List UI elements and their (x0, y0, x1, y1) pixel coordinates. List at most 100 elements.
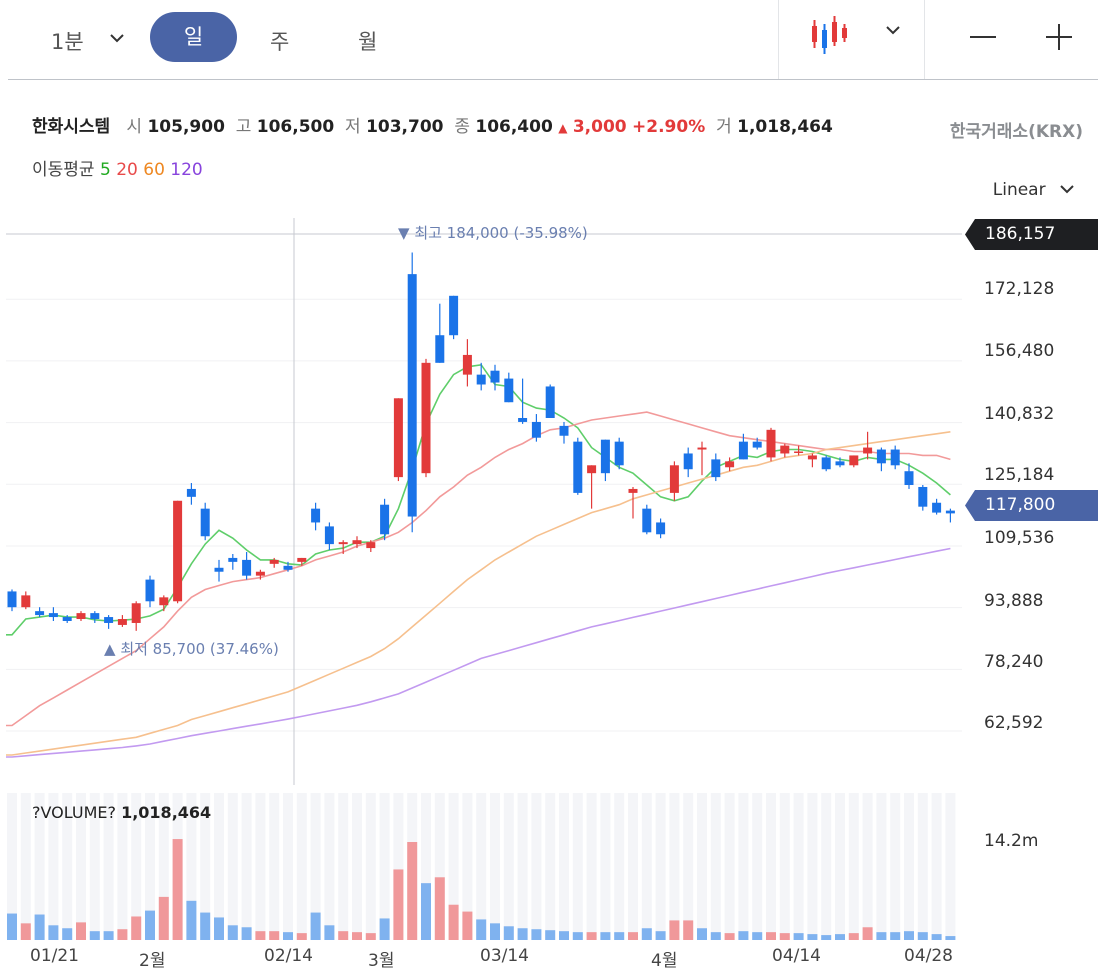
zoom-out-icon[interactable] (968, 22, 998, 52)
scale-select[interactable]: Linear (993, 180, 1075, 200)
volume-bg-column (20, 793, 31, 940)
volume-bg-column (503, 793, 514, 940)
date-tick: 01/21 (30, 946, 79, 966)
candle-body (48, 613, 58, 618)
tab-week[interactable]: 주 (270, 26, 289, 56)
stock-quote-line: 한화시스템 시 105,900 고 106,500 저 103,700 종 10… (32, 112, 833, 137)
volume-chart[interactable] (0, 793, 1105, 940)
candle-body (117, 619, 127, 625)
tab-month[interactable]: 월 (358, 26, 377, 56)
candle (186, 483, 196, 505)
volume-bg-column (490, 793, 500, 940)
volume-bg-column (669, 793, 680, 940)
close-value: 106,400 (475, 117, 553, 137)
candle-body (518, 417, 528, 422)
volume-bar (600, 932, 611, 940)
date-tick: 2월 (139, 951, 166, 971)
candle-body (449, 295, 459, 336)
candle-body (863, 447, 873, 454)
moving-average-legend[interactable]: 이동평균 5 20 60 120 (32, 155, 203, 180)
volume-bg-column (158, 793, 169, 940)
candle-body (131, 603, 141, 623)
candle (932, 498, 942, 515)
volume-bar (227, 925, 238, 940)
volume-bar (945, 936, 956, 940)
candle (918, 485, 928, 511)
candle (90, 611, 100, 623)
volume-bg-column (200, 793, 211, 940)
volume-value: 1,018,464 (737, 117, 833, 137)
low-label: 저 (345, 117, 361, 137)
interval-select[interactable]: 1분 (51, 26, 84, 56)
candlestick-icon[interactable] (808, 14, 852, 56)
volume-bg-column (145, 793, 155, 940)
candle-body (656, 522, 666, 535)
crosshair-price-value: 186,157 (985, 224, 1056, 244)
volume-bg-column (214, 793, 224, 940)
candle-body (545, 386, 555, 418)
volume-bar (255, 931, 266, 940)
volume-bg-column (945, 793, 956, 940)
volume-bg-column (448, 793, 459, 940)
candle-body (600, 439, 610, 474)
volume-bar (131, 916, 142, 940)
candle-body (531, 421, 541, 438)
chart-type-chevron-icon[interactable] (885, 24, 901, 36)
volume-bg-column (62, 793, 73, 940)
candle-body (780, 445, 790, 454)
volume-bg-column (365, 793, 376, 940)
candle (725, 457, 735, 472)
volume-bar (269, 931, 280, 940)
volume-bg-column (559, 793, 569, 940)
volume-bar (628, 932, 638, 940)
candle (380, 498, 390, 541)
candle (821, 455, 831, 472)
volume-bg-column (545, 793, 556, 940)
candle-body (642, 508, 652, 533)
tab-day[interactable]: 일 (150, 12, 237, 62)
crosshair-price-tag: 186,157 (965, 219, 1098, 250)
candle-body (311, 508, 321, 523)
candle-body (752, 441, 762, 448)
volume-bar (241, 927, 252, 940)
candle-body (297, 557, 307, 562)
volume-bar (145, 910, 155, 940)
chart-toolbar: 1분 일 주 월 (8, 0, 1098, 80)
volume-bg-column (641, 793, 652, 940)
chevron-down-icon[interactable] (109, 32, 125, 44)
volume-bar (669, 920, 680, 940)
volume-bg-column (917, 793, 928, 940)
volume-bar (572, 932, 583, 940)
ma-5: 5 (99, 160, 111, 180)
volume-bar (365, 933, 376, 940)
volume-bar (89, 931, 100, 940)
current-price-value: 117,800 (985, 495, 1056, 515)
volume-bar (48, 925, 59, 940)
price-chart[interactable]: ▼ 최고 184,000 (-35.98%) ▲ 최저 85,700 (37.4… (0, 210, 1105, 785)
volume-bg-column (931, 793, 942, 940)
candle (669, 461, 679, 501)
candle (173, 500, 183, 604)
volume-bar (407, 842, 418, 940)
volume-bg-column (683, 793, 694, 940)
candle-body (945, 510, 955, 514)
volume-bg-column (655, 793, 666, 940)
candle (807, 453, 817, 468)
candle-body (62, 617, 72, 621)
volume-bg-column (7, 793, 17, 940)
zoom-in-icon[interactable] (1044, 22, 1074, 52)
candle (656, 518, 666, 539)
volume-bar (655, 931, 666, 940)
volume-bg-column (697, 793, 707, 940)
volume-bar (172, 839, 183, 940)
volume-bar (738, 931, 749, 940)
date-tick: 04/14 (772, 946, 821, 966)
candle (490, 364, 500, 391)
volume-bg-column (600, 793, 611, 940)
interval-label: 1분 (51, 30, 84, 54)
price-tick: 156,480 (984, 341, 1055, 361)
volume-bg-column (379, 793, 390, 940)
candle (614, 437, 624, 470)
ma-20: 20 (116, 160, 138, 180)
volume-bg-column (628, 793, 638, 940)
